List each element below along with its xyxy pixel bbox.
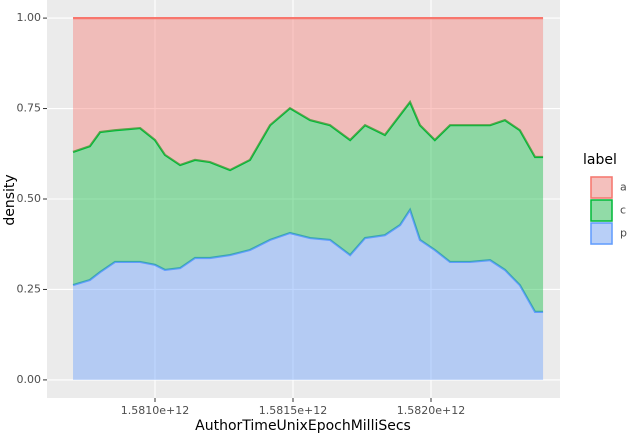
legend-swatch [590, 222, 613, 245]
legend-label: p [620, 227, 627, 240]
legend-swatch [590, 176, 613, 199]
legend-key [590, 222, 613, 245]
area [73, 18, 544, 171]
x-tick-label: 1.5810e+12 [121, 404, 189, 417]
area-line [72, 99, 544, 172]
y-tick-label: 0.25 [17, 282, 42, 295]
legend-key [590, 199, 613, 222]
y-tick-label: 0.75 [17, 102, 42, 115]
y-tick-label: 1.00 [17, 11, 42, 24]
x-axis-title: AuthorTimeUnixEpochMilliSecs [195, 418, 411, 434]
legend-label: a [620, 181, 627, 194]
y-tick-label: 0.50 [17, 192, 42, 205]
area [73, 102, 544, 312]
y-axis-title: density [2, 174, 18, 225]
legend-swatch [590, 199, 613, 222]
legend-label: c [620, 204, 626, 217]
x-tick-label: 1.5820e+12 [397, 404, 465, 417]
area [73, 209, 544, 380]
legend-title: label [583, 152, 617, 168]
y-tick-label: 0.00 [17, 373, 42, 386]
x-tick-label: 1.5815e+12 [259, 404, 327, 417]
legend-key [590, 176, 613, 199]
area-line [72, 207, 544, 313]
